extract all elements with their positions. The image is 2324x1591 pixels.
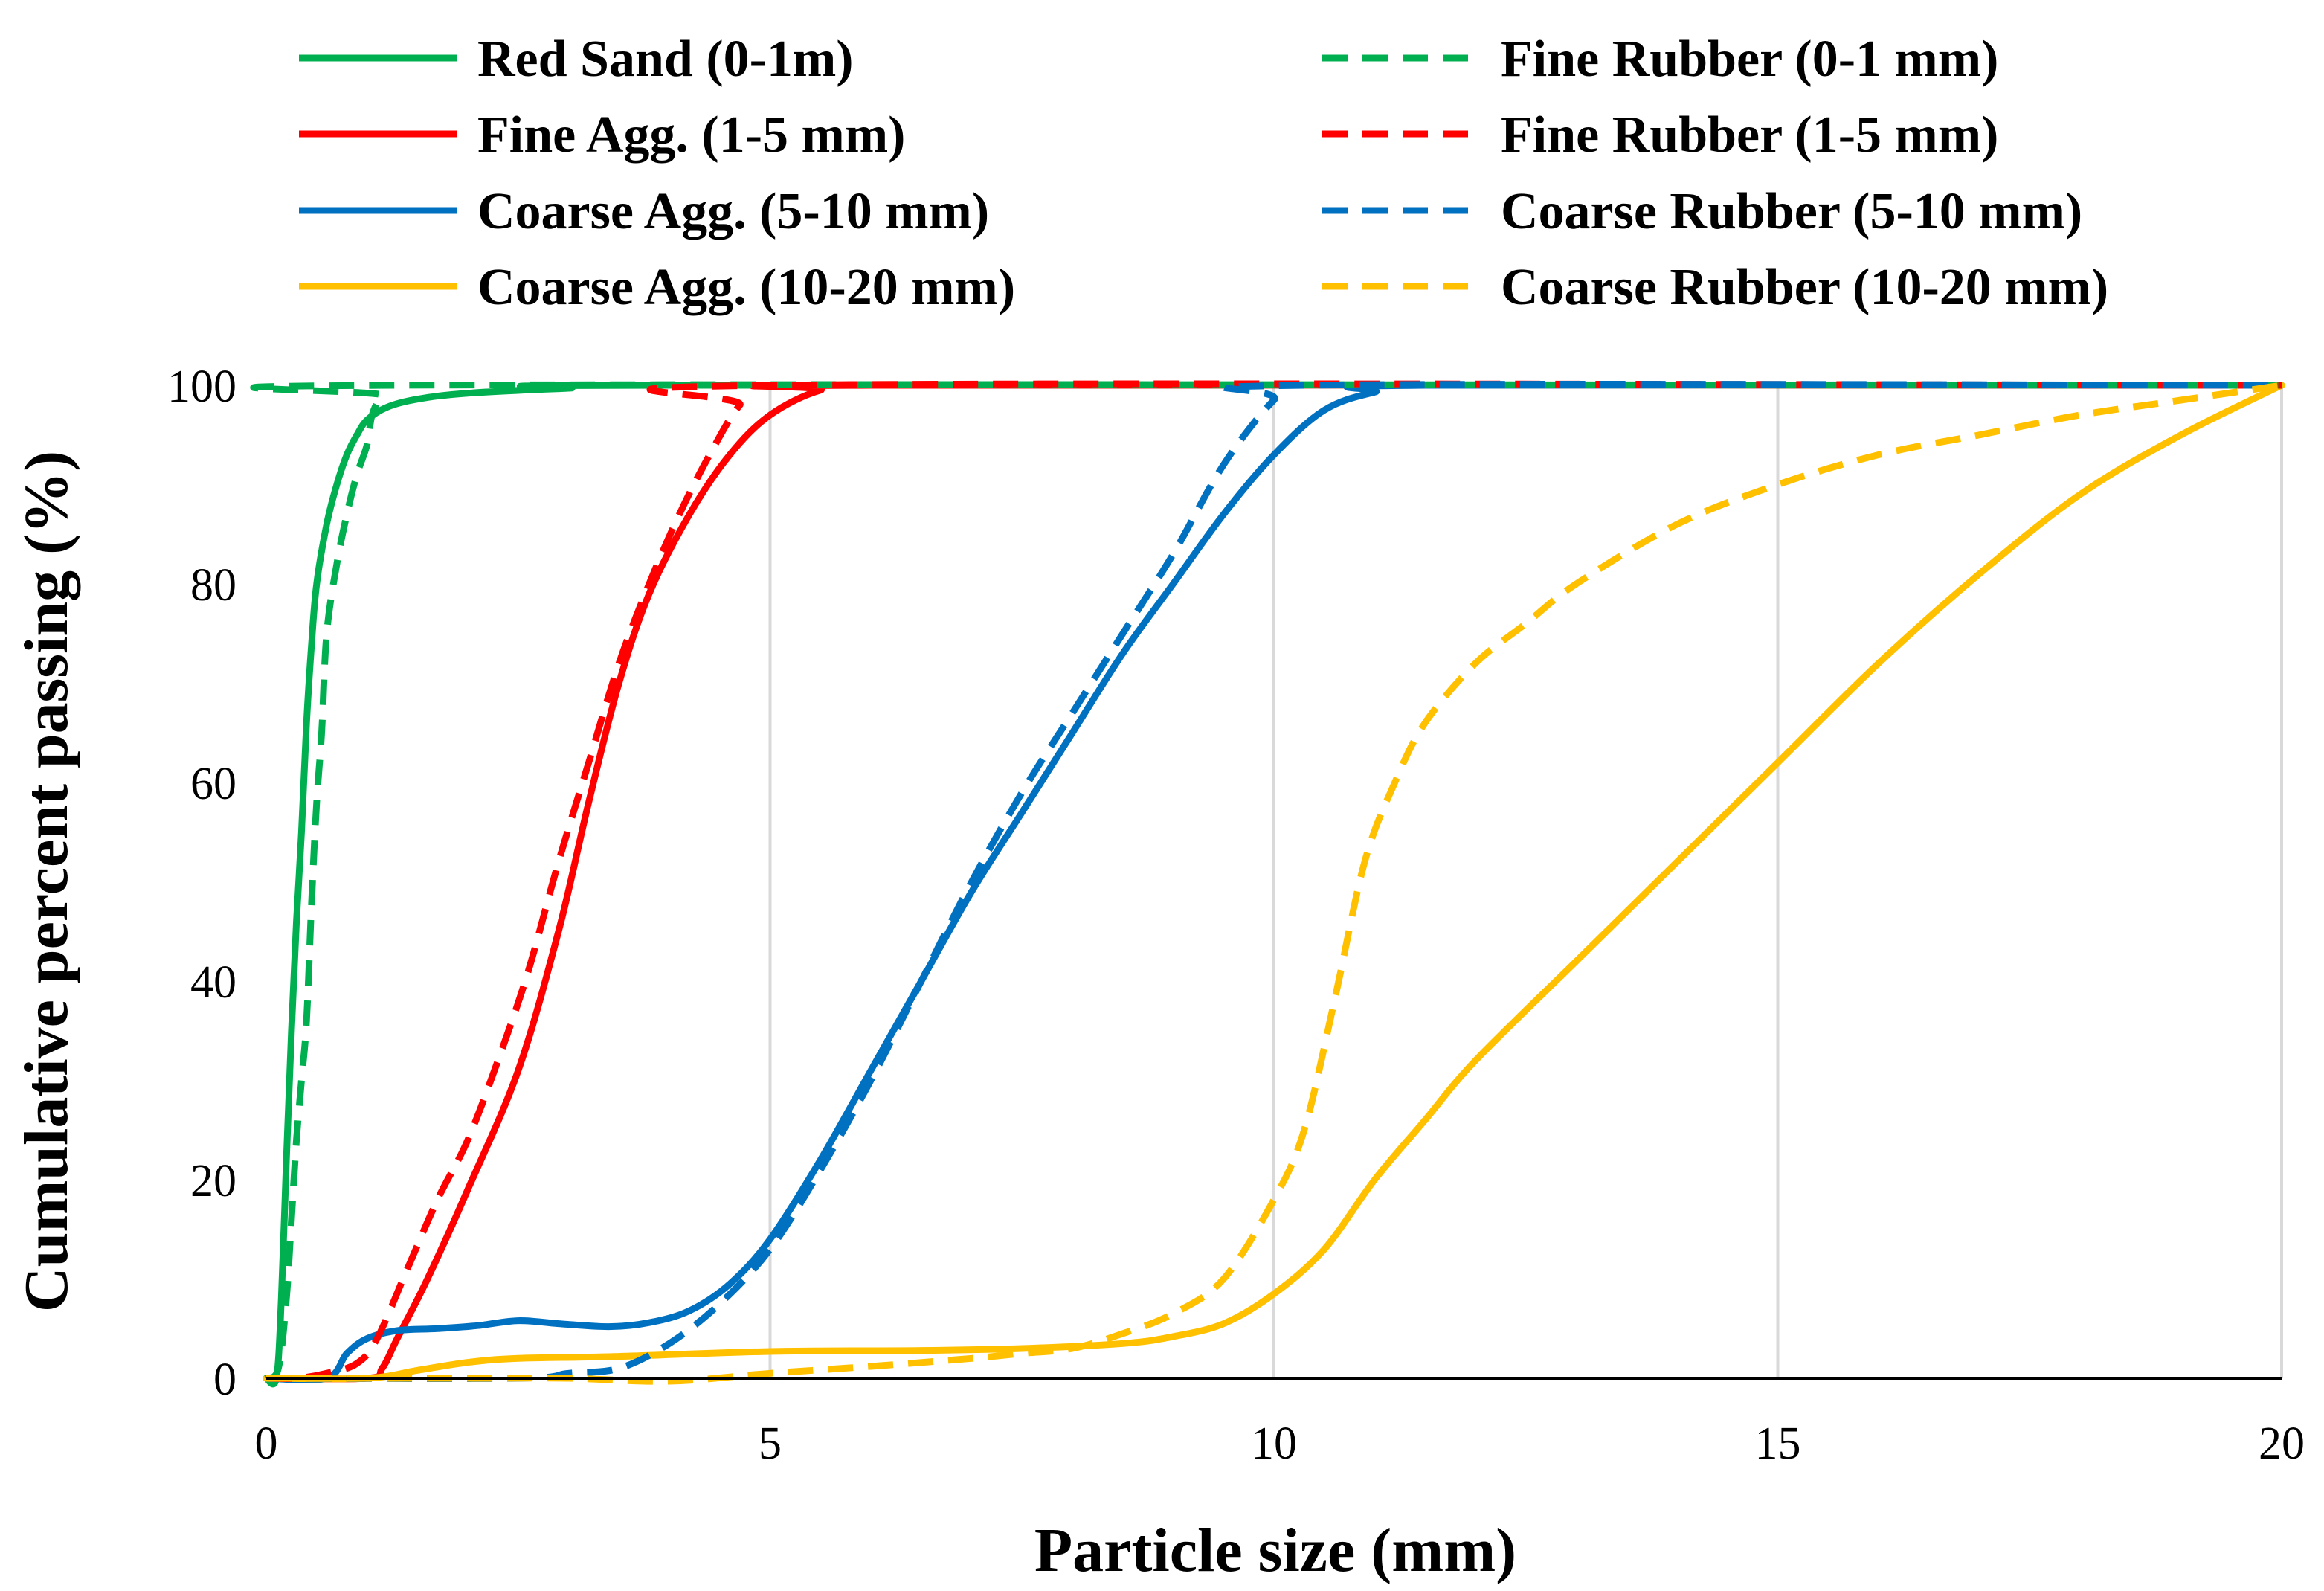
- series-line-coarse-rubber-5-10-mm-dashed: [265, 381, 2282, 1382]
- legend: Red Sand (0-1m) Fine Agg. (1-5 mm) Coarse …: [299, 30, 2108, 316]
- y-tick-label: 80: [190, 560, 236, 611]
- gridlines: [768, 385, 2283, 1378]
- series-line-fine-rubber-0-1-mm-dashed: [250, 381, 2282, 1382]
- series-line-coarse-rubber-10-20-mm-dashed: [266, 382, 2282, 1385]
- x-tick-label: 5: [759, 1418, 782, 1469]
- legend-label-fine-rubber-1-5-mm-dashed: Fine Rubber (1-5 mm): [1501, 106, 1998, 164]
- legend-label-coarse-rubber-10-20-mm-dashed: Coarse Rubber (10-20 mm): [1501, 259, 2108, 316]
- y-tick-label: 0: [213, 1354, 236, 1405]
- y-tick-labels: 0 20 40 60 80 100: [167, 361, 236, 1405]
- series-line-coarse-agg-10-20-mm: [263, 382, 2285, 1383]
- series-line-fine-rubber-1-5-mm-dashed: [265, 380, 2282, 1382]
- x-tick-label: 20: [2259, 1418, 2305, 1469]
- legend-label-fine-agg-1-5-mm: Fine Agg. (1-5 mm): [477, 106, 905, 164]
- x-tick-label: 10: [1251, 1418, 1297, 1469]
- x-axis-title: Particle size (mm): [1034, 1516, 1516, 1585]
- legend-label-coarse-agg-10-20-mm: Coarse Agg. (10-20 mm): [477, 259, 1015, 316]
- y-tick-label: 60: [190, 759, 236, 809]
- legend-label-red-sand-0-1m: Red Sand (0-1m): [477, 30, 854, 88]
- y-tick-label: 40: [190, 957, 236, 1008]
- legend-label-coarse-rubber-5-10-mm-dashed: Coarse Rubber (5-10 mm): [1501, 183, 2082, 240]
- x-tick-labels: 0 5 10 15 20: [255, 1418, 2305, 1469]
- series-layer: [250, 380, 2285, 1388]
- legend-label-coarse-agg-5-10-mm: Coarse Agg. (5-10 mm): [477, 183, 989, 240]
- y-tick-label: 100: [167, 361, 236, 412]
- y-tick-label: 20: [190, 1156, 236, 1206]
- y-axis-title: Cumulative percent passing (%): [12, 451, 81, 1312]
- legend-label-fine-rubber-0-1-mm-dashed: Fine Rubber (0-1 mm): [1501, 30, 1998, 88]
- x-tick-label: 0: [255, 1418, 278, 1469]
- x-tick-label: 15: [1755, 1418, 1801, 1469]
